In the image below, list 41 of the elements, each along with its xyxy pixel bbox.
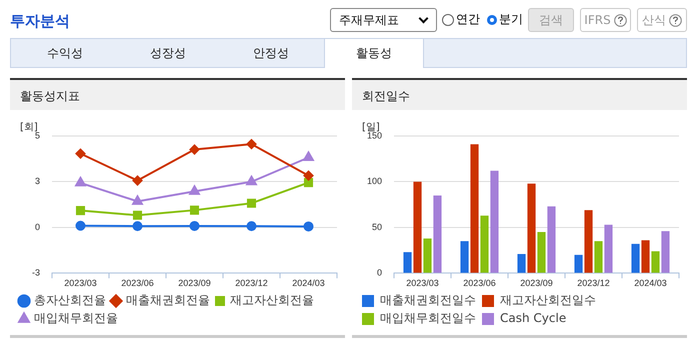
- x-tick-label: 2023/06: [121, 278, 154, 288]
- legend-label: Cash Cycle: [500, 311, 566, 326]
- y-tick-label: 3: [34, 176, 40, 186]
- y-tick-label: 0: [34, 222, 40, 232]
- x-tick-label: 2023/03: [406, 278, 439, 288]
- y-axis-title: [회]: [20, 122, 38, 133]
- x-tick-label: 2023/06: [463, 278, 496, 288]
- legend-label: 매입채무회전율: [34, 311, 118, 326]
- text: 성장성: [149, 44, 187, 62]
- text: 산식: [642, 12, 666, 28]
- x-tick-label: 2023/12: [577, 278, 610, 288]
- chart-title: 회전일수: [352, 78, 687, 110]
- text: IFRS: [584, 13, 611, 27]
- legend-label: 재고자산회전일수: [500, 293, 596, 308]
- legend-label: 매출채권회전일수: [380, 293, 476, 308]
- legend-label: 매출채권회전율: [126, 293, 210, 308]
- chart-title: 활동성지표: [10, 78, 345, 110]
- y-tick-label: 5: [34, 130, 40, 140]
- text: 수익성: [46, 44, 84, 62]
- legend-label: 재고자산회전율: [230, 293, 314, 308]
- legend-label: 매입채무회전일수: [380, 311, 476, 326]
- text: 주재무제표: [339, 13, 399, 27]
- x-tick-label: 2023/12: [235, 278, 268, 288]
- text: 연간: [456, 11, 480, 28]
- x-tick-label: 2024/03: [292, 278, 325, 288]
- text: 분기: [499, 11, 523, 28]
- y-tick-label: -3: [32, 268, 40, 278]
- text: 투자분석: [10, 12, 70, 31]
- x-tick-label: 2023/09: [178, 278, 211, 288]
- y-tick-label: 100: [366, 176, 382, 186]
- x-tick-label: 2024/03: [634, 278, 667, 288]
- x-tick-label: 2023/09: [520, 278, 553, 288]
- x-tick-label: 2023/03: [64, 278, 97, 288]
- legend-label: 총자산회전율: [34, 293, 106, 308]
- y-axis-title: [일]: [362, 122, 380, 133]
- text: 안정성: [252, 44, 290, 62]
- text: 활동성: [324, 38, 424, 68]
- text: 검색: [528, 8, 574, 32]
- y-tick-label: 50: [372, 222, 382, 232]
- y-tick-label: 0: [376, 268, 382, 278]
- y-tick-label: 150: [366, 130, 382, 140]
